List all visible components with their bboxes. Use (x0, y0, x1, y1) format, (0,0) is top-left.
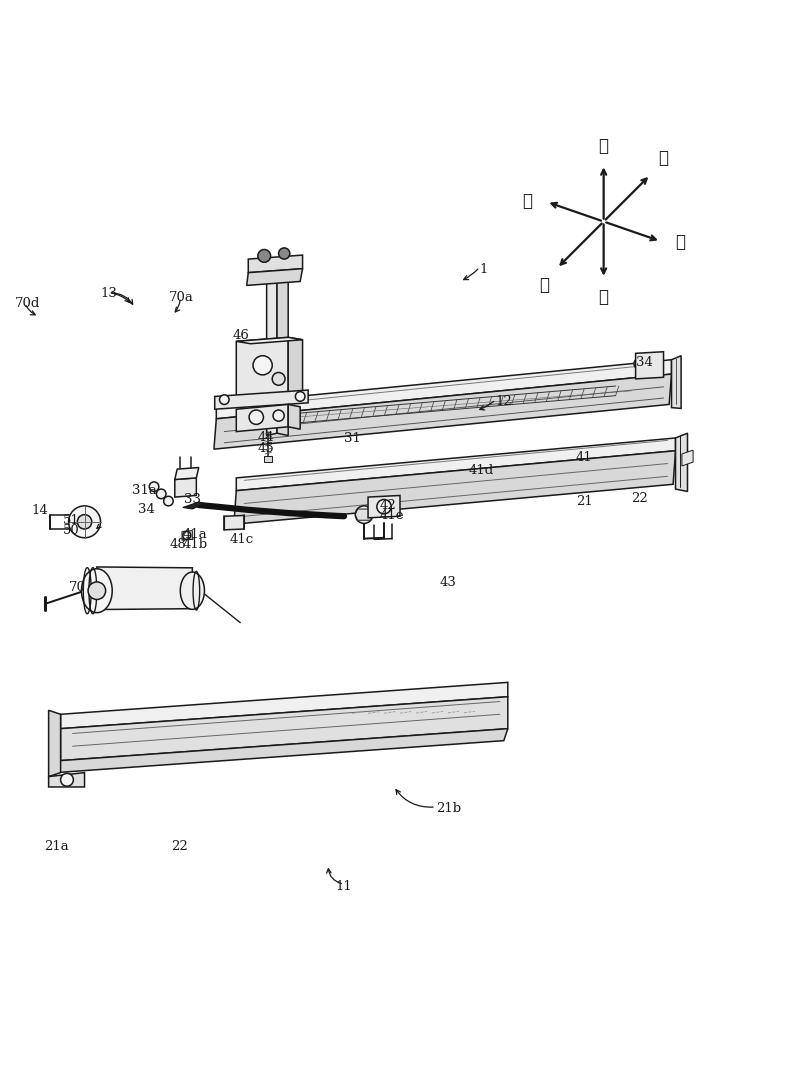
Circle shape (273, 410, 284, 421)
Text: 22: 22 (631, 492, 648, 505)
Text: 70: 70 (69, 581, 86, 594)
Text: 上: 上 (598, 137, 609, 155)
Polygon shape (236, 405, 288, 432)
Text: 21a: 21a (45, 840, 70, 854)
Circle shape (648, 363, 659, 374)
Text: 21: 21 (576, 494, 593, 508)
Circle shape (355, 506, 373, 523)
Polygon shape (174, 478, 196, 497)
Polygon shape (234, 451, 675, 524)
Polygon shape (675, 433, 687, 492)
Polygon shape (236, 337, 288, 397)
Text: 41d: 41d (469, 464, 494, 477)
Ellipse shape (82, 569, 112, 612)
Polygon shape (236, 438, 675, 491)
Text: 70a: 70a (169, 291, 194, 304)
Circle shape (219, 395, 229, 405)
Bar (264, 455, 272, 462)
Text: 42: 42 (380, 498, 397, 511)
Text: 50: 50 (63, 524, 80, 537)
Text: 11: 11 (336, 881, 353, 894)
Circle shape (641, 361, 652, 372)
Text: 41: 41 (576, 451, 593, 464)
Text: 1: 1 (480, 263, 488, 276)
Circle shape (78, 514, 92, 529)
Polygon shape (355, 509, 373, 520)
Circle shape (61, 773, 74, 786)
Text: 70d: 70d (15, 297, 41, 310)
Text: 44: 44 (258, 432, 274, 445)
Polygon shape (246, 268, 302, 286)
Text: 51: 51 (63, 513, 80, 526)
Polygon shape (182, 531, 192, 540)
Polygon shape (57, 728, 508, 772)
Text: 41b: 41b (182, 538, 208, 551)
Text: 41e: 41e (380, 509, 405, 522)
Polygon shape (216, 360, 671, 419)
Text: 14: 14 (31, 504, 48, 518)
Text: 前: 前 (539, 276, 549, 294)
Circle shape (69, 506, 101, 538)
Polygon shape (277, 263, 288, 436)
Polygon shape (288, 337, 302, 395)
Polygon shape (182, 502, 204, 509)
Text: 右: 右 (522, 192, 532, 209)
Text: 34: 34 (138, 503, 155, 516)
Polygon shape (266, 263, 277, 436)
Circle shape (272, 373, 285, 386)
Polygon shape (635, 351, 663, 379)
Polygon shape (49, 772, 85, 787)
Polygon shape (224, 516, 244, 529)
Circle shape (182, 532, 190, 539)
Text: 12: 12 (496, 395, 513, 408)
Circle shape (88, 582, 106, 599)
Circle shape (253, 355, 272, 375)
Polygon shape (671, 355, 681, 408)
Text: 46: 46 (232, 330, 249, 343)
Polygon shape (174, 467, 198, 479)
Circle shape (278, 248, 290, 259)
Polygon shape (97, 567, 192, 610)
Polygon shape (248, 256, 302, 273)
Text: 33: 33 (184, 493, 202, 506)
Polygon shape (49, 710, 61, 777)
Text: 43: 43 (440, 576, 457, 589)
Text: 48: 48 (170, 538, 186, 551)
Text: 34: 34 (635, 357, 653, 369)
Text: 下: 下 (598, 288, 609, 306)
Polygon shape (214, 374, 671, 449)
Text: 后: 后 (658, 149, 668, 168)
Polygon shape (368, 495, 400, 518)
Text: 21b: 21b (436, 802, 461, 815)
Text: 22: 22 (171, 840, 188, 854)
Text: 41a: 41a (182, 528, 207, 541)
Text: 41c: 41c (229, 533, 254, 546)
Polygon shape (61, 682, 508, 728)
Circle shape (150, 482, 159, 492)
Polygon shape (288, 405, 300, 430)
Polygon shape (214, 390, 308, 409)
Circle shape (164, 496, 173, 506)
Circle shape (634, 358, 645, 369)
Text: 31a: 31a (133, 484, 158, 497)
Circle shape (377, 499, 391, 513)
Polygon shape (682, 450, 693, 466)
Circle shape (249, 410, 263, 424)
Ellipse shape (180, 572, 205, 609)
Polygon shape (236, 337, 302, 344)
Text: 左: 左 (675, 233, 686, 251)
Circle shape (157, 489, 166, 498)
Circle shape (295, 392, 305, 402)
Text: 13: 13 (101, 287, 118, 300)
Text: 45: 45 (258, 441, 274, 455)
Polygon shape (61, 697, 508, 760)
Circle shape (258, 249, 270, 262)
Text: 31: 31 (344, 432, 361, 446)
